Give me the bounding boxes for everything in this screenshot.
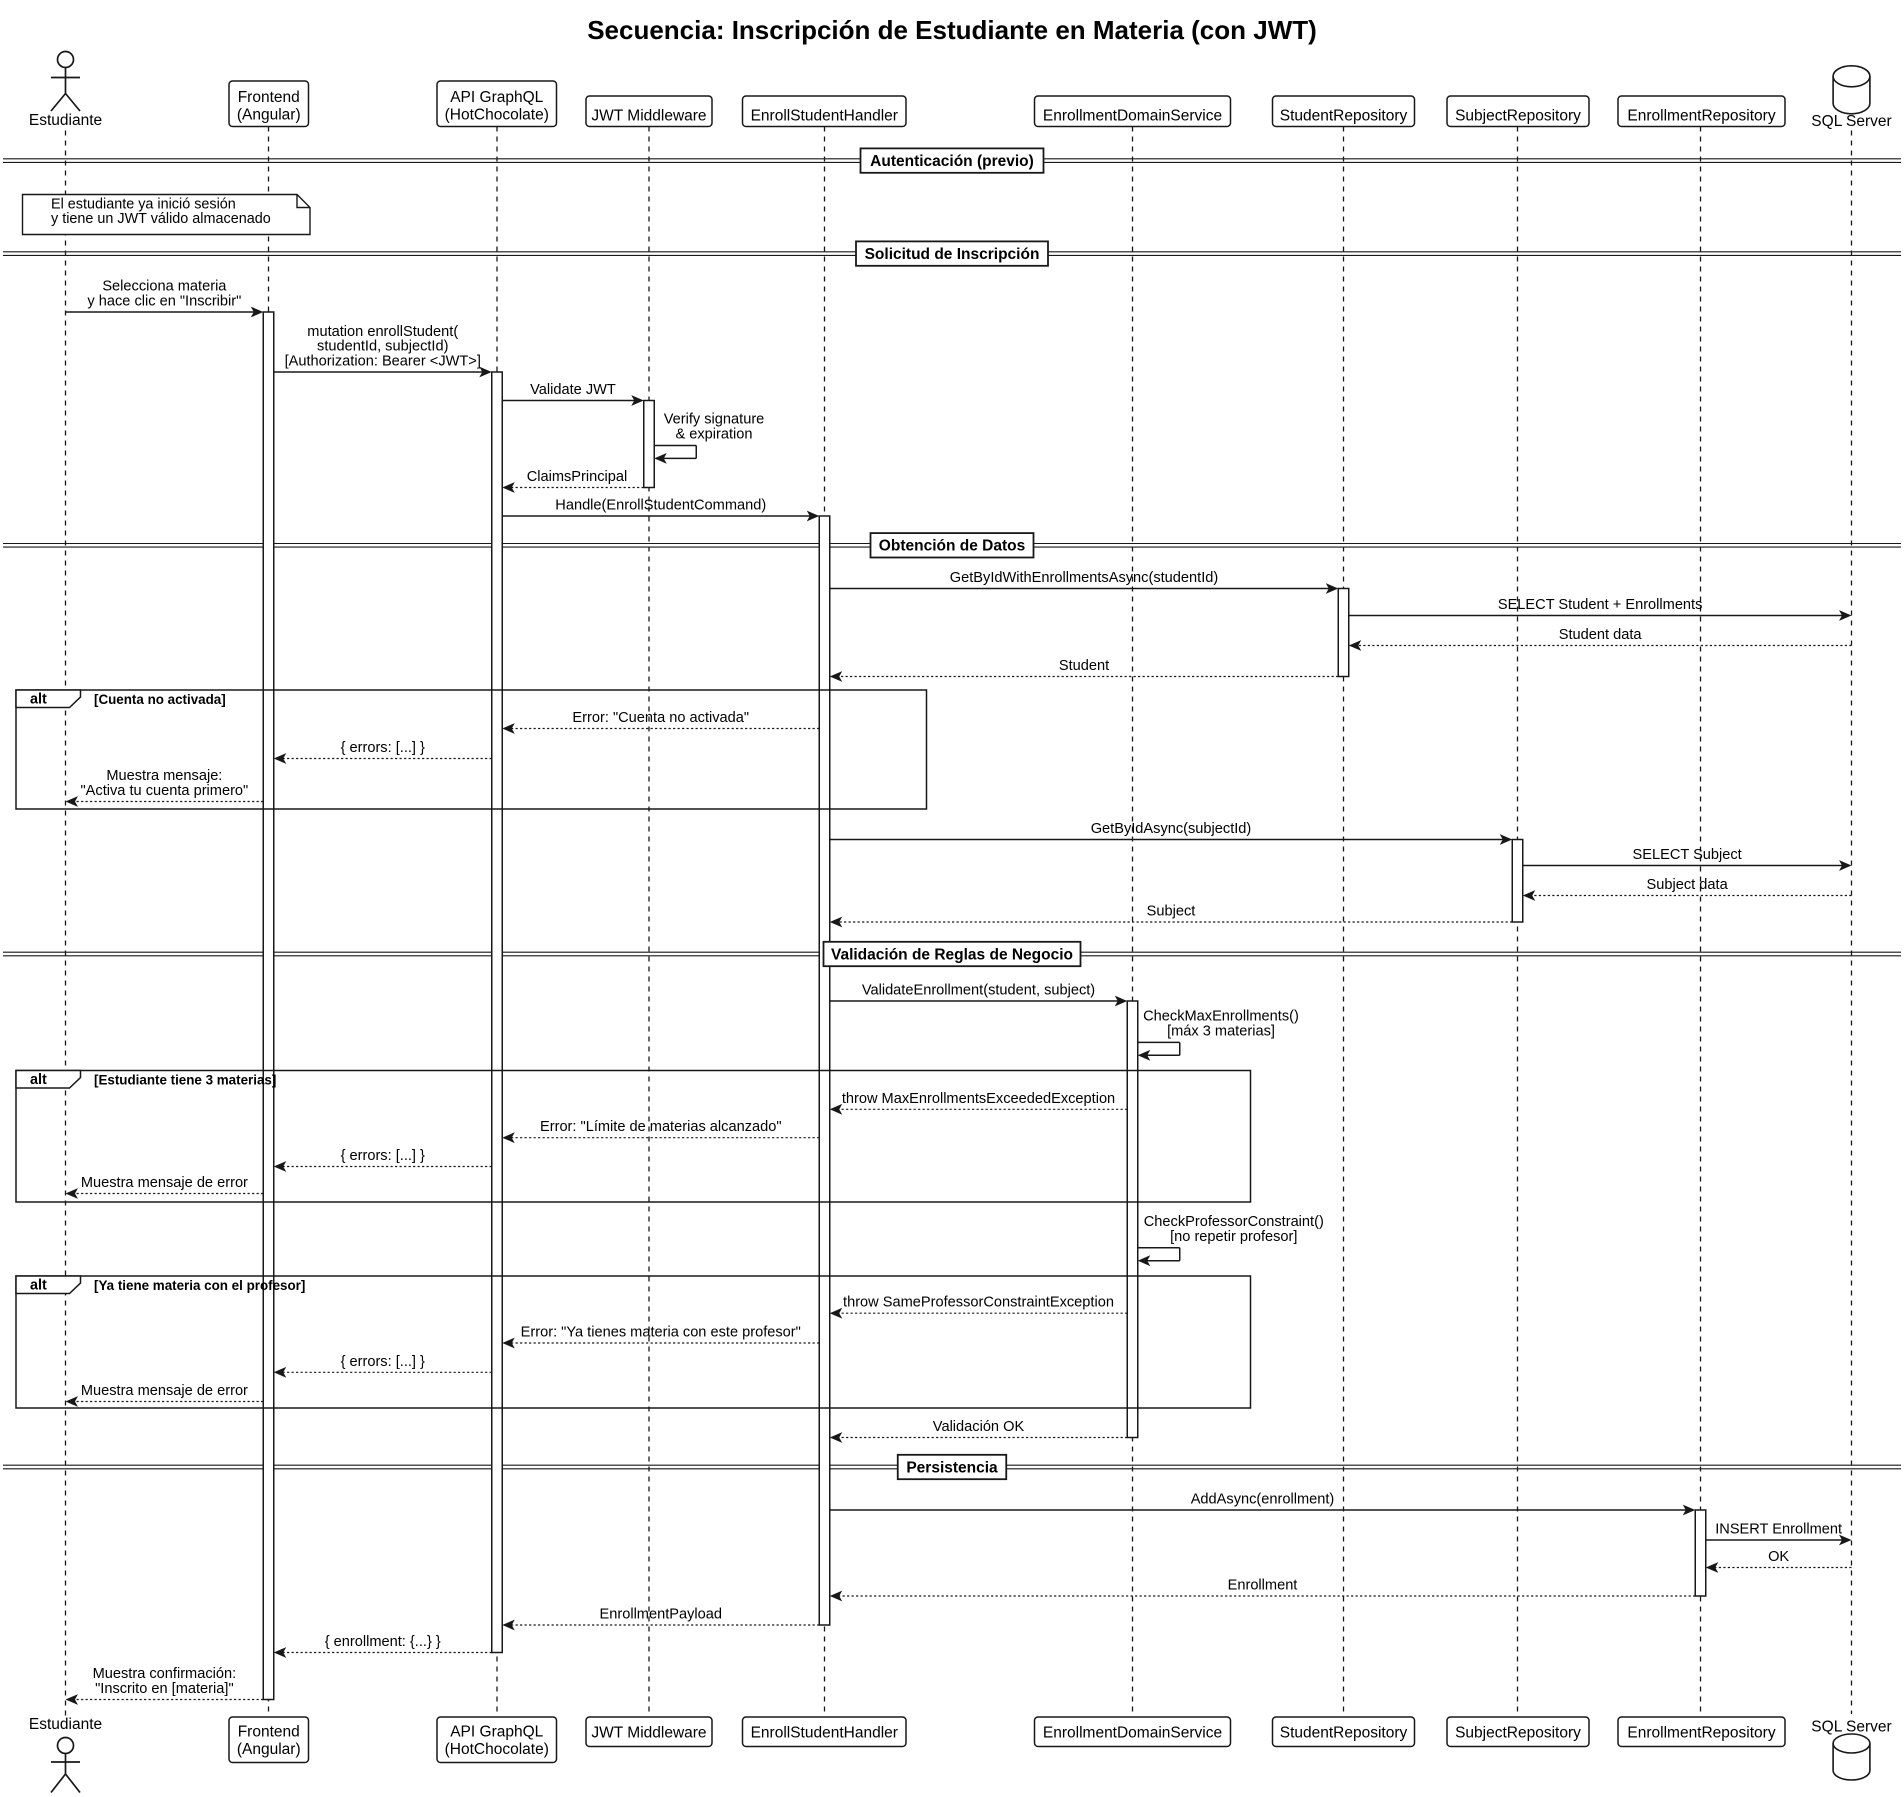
svg-text:Estudiante: Estudiante <box>29 112 102 129</box>
svg-text:Autenticación (previo): Autenticación (previo) <box>870 153 1034 170</box>
svg-text:Handle(EnrollStudentCommand): Handle(EnrollStudentCommand) <box>555 498 766 514</box>
svg-text:Subject: Subject <box>1147 904 1196 920</box>
svg-text:Frontend: Frontend <box>238 89 300 106</box>
svg-text:Validación OK: Validación OK <box>933 1419 1025 1435</box>
svg-text:Muestra confirmación:: Muestra confirmación: <box>93 1666 237 1682</box>
svg-text:AddAsync(enrollment): AddAsync(enrollment) <box>1191 1492 1335 1508</box>
svg-text:(Angular): (Angular) <box>237 107 301 124</box>
svg-text:StudentRepository: StudentRepository <box>1280 107 1408 124</box>
svg-text:(Angular): (Angular) <box>237 1741 301 1758</box>
svg-text:Estudiante: Estudiante <box>29 1716 102 1733</box>
svg-text:INSERT Enrollment: INSERT Enrollment <box>1715 1522 1842 1538</box>
svg-text:GetByIdAsync(subjectId): GetByIdAsync(subjectId) <box>1091 821 1252 837</box>
svg-text:ValidateEnrollment(student, su: ValidateEnrollment(student, subject) <box>862 983 1095 999</box>
svg-text:[Estudiante tiene 3 materias]: [Estudiante tiene 3 materias] <box>94 1073 276 1088</box>
svg-text:Persistencia: Persistencia <box>906 1459 998 1476</box>
svg-text:y tiene un JWT válido almacena: y tiene un JWT válido almacenado <box>51 211 271 227</box>
svg-text:Student: Student <box>1059 658 1109 674</box>
svg-text:alt: alt <box>30 1278 47 1294</box>
svg-text:Secuencia: Inscripción de Estu: Secuencia: Inscripción de Estudiante en … <box>587 15 1317 45</box>
svg-text:API GraphQL: API GraphQL <box>450 1724 543 1741</box>
svg-text:Validate JWT: Validate JWT <box>530 382 616 398</box>
svg-text:SQL Server: SQL Server <box>1811 1719 1891 1736</box>
svg-text:alt: alt <box>30 1072 47 1088</box>
svg-text:studentId, subjectId): studentId, subjectId) <box>317 339 448 355</box>
svg-text:throw SameProfessorConstraintE: throw SameProfessorConstraintException <box>843 1295 1114 1311</box>
svg-text:[Ya tiene materia con el profe: [Ya tiene materia con el profesor] <box>94 1278 305 1293</box>
svg-text:OK: OK <box>1768 1549 1789 1565</box>
svg-text:(HotChocolate): (HotChocolate) <box>445 107 549 124</box>
svg-text:(HotChocolate): (HotChocolate) <box>445 1741 549 1758</box>
svg-text:Obtención de Datos: Obtención de Datos <box>879 538 1025 555</box>
svg-text:El estudiante ya inició sesión: El estudiante ya inició sesión <box>51 197 236 213</box>
svg-text:EnrollmentDomainService: EnrollmentDomainService <box>1043 107 1222 124</box>
svg-text:SubjectRepository: SubjectRepository <box>1455 1725 1581 1742</box>
svg-text:Subject data: Subject data <box>1647 877 1729 893</box>
svg-text:SELECT Student + Enrollments: SELECT Student + Enrollments <box>1498 597 1703 613</box>
svg-text:Enrollment: Enrollment <box>1228 1578 1298 1594</box>
svg-text:EnrollmentRepository: EnrollmentRepository <box>1627 1725 1775 1742</box>
svg-text:EnrollStudentHandler: EnrollStudentHandler <box>751 1725 898 1742</box>
svg-text:ClaimsPrincipal: ClaimsPrincipal <box>527 469 628 485</box>
svg-text:EnrollmentDomainService: EnrollmentDomainService <box>1043 1725 1222 1742</box>
svg-text:Muestra mensaje de error: Muestra mensaje de error <box>81 1175 248 1191</box>
svg-text:Error: "Cuenta no activada": Error: "Cuenta no activada" <box>572 710 749 726</box>
svg-text:Frontend: Frontend <box>238 1724 300 1741</box>
svg-text:JWT Middleware: JWT Middleware <box>591 1725 706 1742</box>
svg-text:EnrollmentRepository: EnrollmentRepository <box>1627 107 1775 124</box>
svg-text:Verify signature: Verify signature <box>664 412 765 428</box>
svg-text:SubjectRepository: SubjectRepository <box>1455 107 1581 124</box>
svg-text:SQL Server: SQL Server <box>1811 113 1891 130</box>
svg-text:"Activa tu cuenta primero": "Activa tu cuenta primero" <box>81 783 249 799</box>
svg-text:throw MaxEnrollmentsExceededEx: throw MaxEnrollmentsExceededException <box>842 1091 1115 1107</box>
svg-text:{ errors: [...] }: { errors: [...] } <box>341 1148 425 1164</box>
svg-text:{ enrollment: {...} }: { enrollment: {...} } <box>325 1634 441 1650</box>
svg-text:EnrollStudentHandler: EnrollStudentHandler <box>751 107 898 124</box>
svg-text:API GraphQL: API GraphQL <box>450 89 543 106</box>
svg-text:CheckProfessorConstraint(): CheckProfessorConstraint() <box>1144 1214 1324 1230</box>
svg-text:EnrollmentPayload: EnrollmentPayload <box>600 1607 723 1623</box>
svg-text:Validación de Reglas de Negoci: Validación de Reglas de Negocio <box>831 946 1073 963</box>
svg-text:"Inscrito en [materia]": "Inscrito en [materia]" <box>95 1681 234 1697</box>
svg-text:SELECT Subject: SELECT Subject <box>1633 847 1742 863</box>
svg-text:Error: "Límite de materias alc: Error: "Límite de materias alcanzado" <box>540 1119 782 1135</box>
svg-text:[Authorization: Bearer <JWT>]: [Authorization: Bearer <JWT>] <box>285 354 481 370</box>
svg-text:Student data: Student data <box>1559 627 1643 643</box>
svg-text:& expiration: & expiration <box>675 427 752 443</box>
svg-text:alt: alt <box>30 692 47 708</box>
svg-text:{ errors: [...] }: { errors: [...] } <box>341 740 425 756</box>
svg-text:[no repetir profesor]: [no repetir profesor] <box>1170 1229 1297 1245</box>
svg-text:Muestra mensaje:: Muestra mensaje: <box>106 768 222 784</box>
svg-text:Solicitud de Inscripción: Solicitud de Inscripción <box>865 246 1040 263</box>
svg-text:Muestra mensaje de error: Muestra mensaje de error <box>81 1383 248 1399</box>
svg-text:Error: "Ya tienes materia con: Error: "Ya tienes materia con este profe… <box>521 1325 801 1341</box>
svg-text:JWT Middleware: JWT Middleware <box>591 107 706 124</box>
svg-text:StudentRepository: StudentRepository <box>1280 1725 1408 1742</box>
svg-text:y hace clic en "Inscribir": y hace clic en "Inscribir" <box>87 294 241 310</box>
svg-text:CheckMaxEnrollments(): CheckMaxEnrollments() <box>1143 1009 1299 1025</box>
svg-text:[Cuenta no activada]: [Cuenta no activada] <box>94 692 226 707</box>
svg-text:mutation enrollStudent(: mutation enrollStudent( <box>307 324 458 340</box>
svg-text:[máx 3 materias]: [máx 3 materias] <box>1167 1023 1275 1039</box>
svg-text:GetByIdWithEnrollmentsAsync(st: GetByIdWithEnrollmentsAsync(studentId) <box>950 570 1218 586</box>
svg-text:Selecciona materia: Selecciona materia <box>102 279 227 295</box>
svg-text:{ errors: [...] }: { errors: [...] } <box>341 1354 425 1370</box>
